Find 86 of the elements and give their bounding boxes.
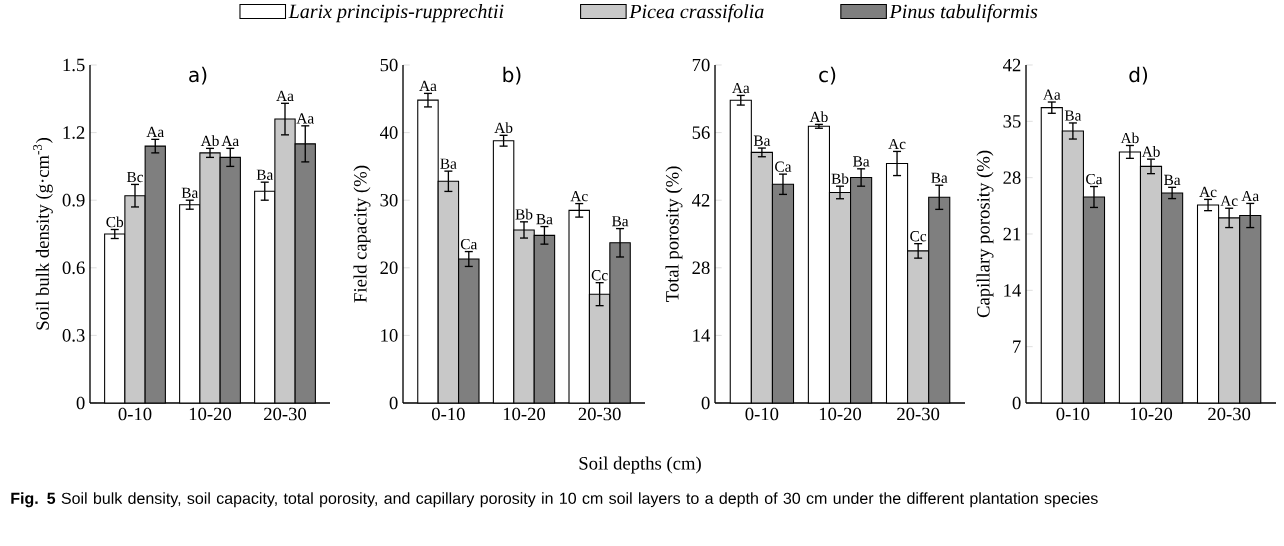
y-tick-label: 50 <box>380 58 398 72</box>
chart-title: a) <box>189 66 207 85</box>
y-tick-label: 0.3 <box>62 329 85 342</box>
x-tick-label: 20-30 <box>264 407 307 421</box>
data-label: Ab <box>1120 132 1139 144</box>
data-label: Ab <box>809 111 828 123</box>
x-tick-label: 20-30 <box>578 407 621 421</box>
y-axis-title: Total porosity (%) <box>665 166 683 302</box>
x-tick-label: 10-20 <box>503 407 546 421</box>
data-label: Aa <box>1241 190 1259 202</box>
y-tick-label: 56 <box>692 126 710 139</box>
chart-title: d) <box>1129 66 1148 85</box>
data-label: Cb <box>106 216 124 228</box>
x-tick-label: 0-10 <box>745 407 779 421</box>
data-label: Ab <box>1141 146 1160 157</box>
y-tick-label: 21 <box>1003 227 1021 241</box>
data-label: Ba <box>853 156 870 167</box>
data-label: Aa <box>221 135 239 147</box>
data-label: Ba <box>931 172 948 183</box>
y-tick-label: 35 <box>1003 115 1021 128</box>
data-label: Aa <box>146 126 164 138</box>
data-label: Ba <box>1164 174 1181 186</box>
data-label: Ca <box>1086 173 1103 185</box>
legend-label: Larix principis-rupprechtii <box>288 4 504 23</box>
data-label: Ac <box>888 138 906 150</box>
data-label: Ba <box>611 216 629 227</box>
x-tick-label: 10-20 <box>819 407 862 421</box>
y-tick-label: 28 <box>1003 171 1021 184</box>
chart-title: c) <box>819 66 836 85</box>
x-tick-label: 0-10 <box>1056 407 1090 421</box>
y-tick-label: 0.9 <box>62 193 85 207</box>
x-tick-label: 20-30 <box>897 407 940 421</box>
y-tick-label: 28 <box>692 261 710 275</box>
data-label: Aa <box>1043 89 1061 100</box>
data-label: Ab <box>200 135 219 147</box>
legend-label: Pinus tabuliformis <box>889 3 1038 23</box>
data-label: Aa <box>732 82 750 94</box>
chart-title: b) <box>503 66 521 85</box>
text: Fig. 5 Soil bulk density, soil capacity, total porosity, and capillary porosity in 10 cm soil layers to a depth of 30 cm under the different plantation species <box>11 492 1098 508</box>
y-tick-label: 42 <box>1002 58 1021 72</box>
data-label: Cc <box>591 270 608 281</box>
y-axis-title: Field capacity (%) <box>353 165 371 303</box>
data-label: Ba <box>536 214 553 225</box>
data-label: Aa <box>419 80 437 92</box>
y-tick-label: 70 <box>692 58 710 72</box>
y-tick-label: 0 <box>1012 396 1021 410</box>
y-axis-title: Soil bulk density (g·cm$^{-3}$) <box>33 138 53 330</box>
data-label: Ca <box>775 161 792 172</box>
data-label: Aa <box>296 113 314 124</box>
y-tick-label: 30 <box>380 193 398 207</box>
x-tick-label: 10-20 <box>1130 407 1173 421</box>
data-label: Ba <box>1064 110 1082 121</box>
data-label: Cc <box>910 231 927 242</box>
data-label: Ba <box>256 169 274 180</box>
data-label: Ba <box>440 158 457 169</box>
legend-label: Picea crassifolia <box>629 3 764 23</box>
x-tick-label: 10-20 <box>189 407 232 421</box>
y-tick-label: 7 <box>1013 340 1021 353</box>
y-tick-label: 40 <box>379 126 398 139</box>
data-label: Ac <box>570 191 588 202</box>
data-label: Ba <box>181 187 199 198</box>
x-tick-label: 0-10 <box>431 407 465 421</box>
data-label: Bb <box>831 173 849 184</box>
data-label: Bc <box>126 171 144 183</box>
data-label: Ca <box>460 239 478 250</box>
data-label: Bb <box>515 208 533 220</box>
y-tick-label: 14 <box>1004 284 1022 297</box>
x-tick-label: 0-10 <box>118 407 152 421</box>
y-tick-label: 1.5 <box>63 58 85 72</box>
y-tick-label: 0 <box>389 396 398 410</box>
y-tick-label: 0 <box>701 396 710 410</box>
y-tick-label: 0 <box>76 396 85 410</box>
x-axis-title: Soil depths (cm) <box>579 456 701 474</box>
y-axis-title: Capillary porosity (%) <box>976 150 994 318</box>
y-tick-label: 0.6 <box>62 261 85 275</box>
y-tick-label: 10 <box>381 329 398 342</box>
data-label: Ac <box>1199 186 1217 198</box>
data-label: Ba <box>753 135 771 146</box>
data-label: Ab <box>494 122 513 134</box>
y-tick-label: 42 <box>691 194 710 207</box>
data-label: Aa <box>276 90 294 102</box>
y-tick-label: 1.2 <box>63 126 85 139</box>
y-tick-label: 14 <box>693 329 711 342</box>
x-tick-label: 20-30 <box>1208 407 1251 421</box>
data-label: Ac <box>1220 195 1238 206</box>
y-tick-label: 20 <box>380 261 398 275</box>
